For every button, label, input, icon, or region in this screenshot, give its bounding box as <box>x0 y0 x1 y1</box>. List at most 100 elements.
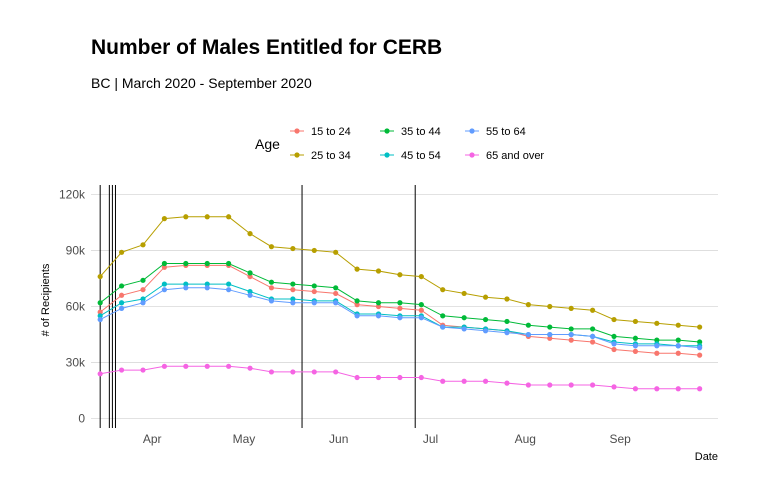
data-point <box>247 270 253 276</box>
data-point <box>118 292 125 298</box>
data-point <box>97 371 103 377</box>
data-point <box>333 369 339 375</box>
data-point <box>183 214 189 220</box>
data-point <box>333 300 339 306</box>
data-point <box>504 380 510 386</box>
data-point <box>568 382 574 388</box>
data-point <box>268 285 275 291</box>
data-point <box>161 287 168 293</box>
y-tick-label: 120k <box>59 187 86 201</box>
legend-title: Age <box>255 136 280 152</box>
data-point <box>397 374 403 381</box>
data-point <box>547 303 553 310</box>
data-point <box>161 264 168 270</box>
data-point <box>418 273 424 280</box>
data-point <box>525 382 531 388</box>
data-point <box>375 374 382 381</box>
data-point <box>268 369 275 375</box>
data-point <box>697 324 703 330</box>
data-point <box>632 386 639 392</box>
data-point <box>654 386 660 392</box>
data-point <box>97 313 103 319</box>
data-point <box>418 302 424 308</box>
legend-key-point <box>294 152 300 158</box>
data-point <box>226 363 232 369</box>
x-tick-label: Apr <box>143 432 162 446</box>
legend-label: 65 and over <box>486 150 544 162</box>
data-point <box>140 296 146 302</box>
data-point <box>568 305 574 311</box>
data-point <box>161 260 168 267</box>
data-point <box>418 307 424 313</box>
data-point <box>311 300 317 306</box>
data-point <box>333 290 339 297</box>
y-tick-label: 90k <box>66 243 86 257</box>
data-point <box>632 318 639 325</box>
y-tick-label: 30k <box>66 356 86 370</box>
data-point <box>247 365 253 371</box>
data-point <box>354 302 360 308</box>
data-point <box>226 214 232 220</box>
y-axis-ticks: 0 30k 60k 90k 120k <box>59 187 86 425</box>
data-point <box>461 326 467 332</box>
data-point <box>333 285 339 291</box>
data-point <box>183 281 189 287</box>
data-point <box>611 316 617 323</box>
data-point <box>140 300 146 306</box>
data-point <box>547 331 553 338</box>
data-point <box>482 378 489 384</box>
data-point <box>290 369 296 375</box>
legend-key-point <box>294 128 300 134</box>
data-point <box>697 345 703 351</box>
data-point <box>568 331 574 338</box>
x-tick-label: Jul <box>423 432 438 446</box>
data-point <box>675 337 681 343</box>
data-point <box>247 288 253 295</box>
data-point <box>354 374 360 381</box>
x-tick-label: May <box>233 432 256 446</box>
data-point <box>482 316 489 323</box>
data-point <box>204 214 210 220</box>
data-point <box>654 320 660 326</box>
data-point <box>290 300 296 306</box>
legend-label: 25 to 34 <box>311 150 351 162</box>
data-point <box>140 367 146 373</box>
data-point <box>290 296 296 302</box>
data-point <box>161 216 168 222</box>
data-point <box>525 331 531 338</box>
data-point <box>461 378 467 384</box>
data-point <box>440 313 446 319</box>
data-point <box>183 363 189 369</box>
data-point <box>204 260 210 267</box>
data-point <box>354 298 360 304</box>
data-point <box>97 309 103 315</box>
data-point <box>697 386 703 392</box>
x-axis-ticks: Apr May Jun Jul Aug Sep <box>143 432 631 446</box>
data-point <box>675 386 681 392</box>
data-points <box>97 214 703 392</box>
data-point <box>204 363 210 369</box>
gridlines <box>91 193 718 420</box>
data-point <box>161 363 168 369</box>
reference-lines <box>99 185 416 428</box>
data-point <box>440 287 446 293</box>
data-point <box>654 350 660 356</box>
data-point <box>118 249 125 255</box>
legend-label: 35 to 44 <box>401 126 441 138</box>
legend-label: 15 to 24 <box>311 126 351 138</box>
data-point <box>632 348 639 354</box>
data-point <box>183 285 189 291</box>
data-point <box>226 287 232 293</box>
data-point <box>290 245 296 252</box>
data-point <box>611 384 617 390</box>
data-point <box>697 339 703 345</box>
data-point <box>482 294 489 300</box>
x-axis-title: Date <box>695 451 718 463</box>
data-point <box>440 378 446 384</box>
data-point <box>632 335 639 341</box>
legend-key-point <box>384 128 390 134</box>
chart-subtitle: BC | March 2020 - September 2020 <box>91 75 312 91</box>
data-point <box>183 260 189 267</box>
data-point <box>247 273 253 280</box>
